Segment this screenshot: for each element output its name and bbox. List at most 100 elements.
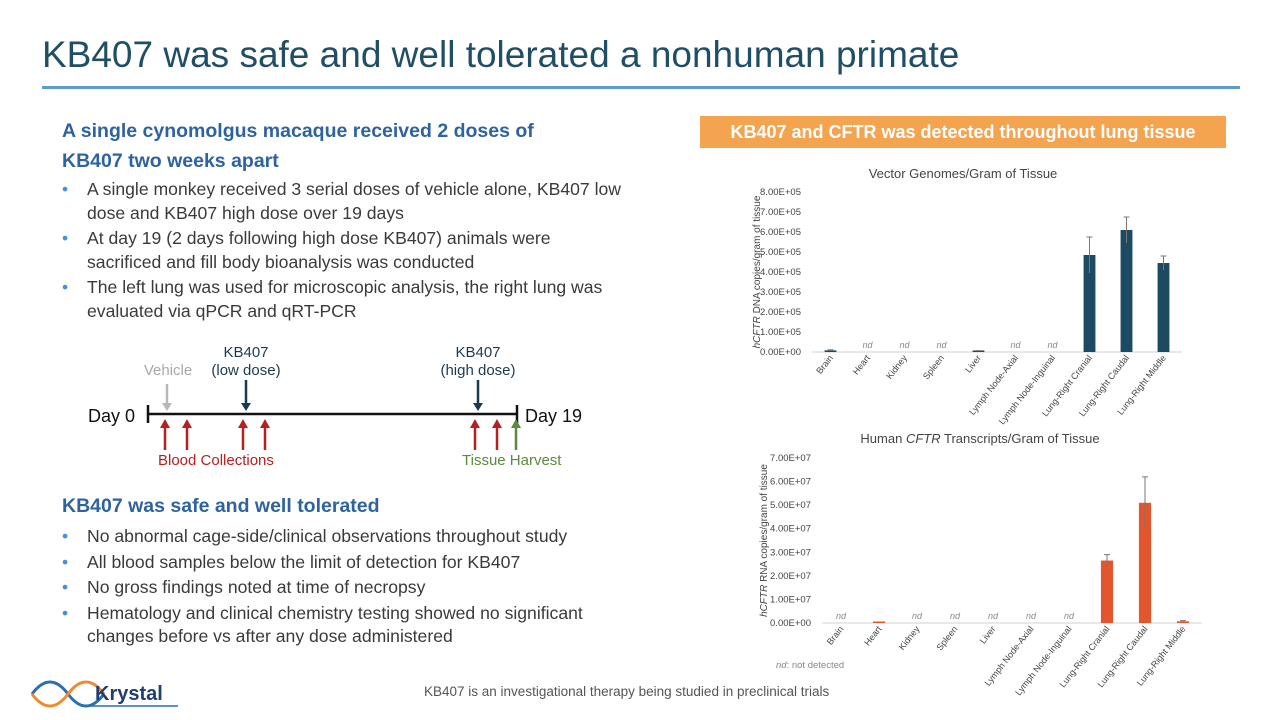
x-tick-label: Lymph Node-Axial <box>967 353 1020 417</box>
blood-collection-arrow-icon <box>160 419 502 450</box>
safety-heading: KB407 was safe and well tolerated <box>62 495 380 517</box>
y-axis-label: hCFTR DNA copies/gram of tissue <box>752 195 763 348</box>
bar <box>1138 502 1152 623</box>
y-tick-label: 4.00E+07 <box>770 524 811 535</box>
tissue-harvest-label: Tissue Harvest <box>462 452 562 469</box>
section-heading-line2: KB407 two weeks apart <box>62 150 279 172</box>
y-tick-label: 6.00E+05 <box>760 227 801 238</box>
bar <box>872 621 886 623</box>
bar <box>1100 560 1114 623</box>
title-divider <box>42 86 1240 89</box>
bullet-item: • No abnormal cage-side/clinical observat… <box>62 525 642 549</box>
y-tick-label: 6.00E+07 <box>770 477 811 488</box>
y-tick-label: 5.00E+07 <box>770 500 811 511</box>
nd-label: nd <box>899 340 910 350</box>
nd-label: nd <box>1064 611 1075 621</box>
x-tick-label: Lung-Right Middle <box>1135 624 1188 688</box>
x-tick-label: Heart <box>851 353 873 377</box>
bullet-icon: • <box>62 179 69 199</box>
bar <box>972 350 985 352</box>
y-tick-label: 4.00E+05 <box>760 267 801 278</box>
nd-label: nd <box>950 611 961 621</box>
x-tick-label: Kidney <box>884 353 909 381</box>
bullet-icon: • <box>62 602 69 623</box>
bullet-icon: • <box>62 277 69 297</box>
y-tick-label: 7.00E+07 <box>770 453 811 464</box>
y-tick-label: 5.00E+05 <box>760 247 801 258</box>
y-tick-label: 2.00E+07 <box>770 571 811 582</box>
day19-label: Day 19 <box>525 406 583 426</box>
lung-detection-banner: KB407 and CFTR was detected throughout l… <box>700 116 1226 148</box>
x-tick-label: Lung-Right Caudal <box>1077 353 1131 418</box>
nd-label: nd <box>836 611 847 621</box>
tissue-harvest-arrow-icon <box>511 419 521 450</box>
page-title: KB407 was safe and well tolerated a nonh… <box>42 34 960 75</box>
x-tick-label: Lung-Right Cranial <box>1040 353 1094 418</box>
chart-title: Human CFTR Transcripts/Gram of Tissue <box>860 431 1099 446</box>
bullet-icon: • <box>62 577 69 597</box>
section-safety: KB407 was safe and well tolerated • No ab… <box>62 491 642 651</box>
dosing-bullet-list: • A single monkey received 3 serial doses… <box>62 178 622 323</box>
y-tick-label: 3.00E+07 <box>770 547 811 558</box>
chart-2: Human CFTR Transcripts/Gram of Tissue hCF… <box>759 431 1202 697</box>
x-tick-label: Lymph Node-Inguinal <box>997 353 1057 426</box>
y-tick-label: 8.00E+05 <box>760 187 801 198</box>
y-tick-label: 0.00E+00 <box>760 347 801 358</box>
low-dose-arrow-icon <box>241 380 251 411</box>
bar <box>1176 621 1190 623</box>
safety-bullet-list: • No abnormal cage-side/clinical observat… <box>62 525 642 649</box>
x-tick-label: Spleen <box>921 353 946 381</box>
bar <box>1157 263 1170 352</box>
x-tick-label: Brain <box>825 624 846 647</box>
bullet-icon: • <box>62 551 69 572</box>
bullet-item: • No gross findings noted at time of necr… <box>62 576 642 600</box>
x-tick-label: Lung-Right Middle <box>1115 353 1168 417</box>
bullet-item: • A single monkey received 3 serial doses… <box>62 179 621 223</box>
nd-label: nd <box>936 340 947 350</box>
chart-1: Vector Genomes/Gram of Tissue hCFTR DNA c… <box>752 166 1182 426</box>
x-tick-label: Lung-Right Caudal <box>1095 624 1149 689</box>
x-tick-label: Lung-Right Cranial <box>1057 624 1111 689</box>
bullet-item: • At day 19 (2 days following high dose K… <box>62 228 551 272</box>
high-dose-arrow-icon <box>473 380 483 411</box>
y-tick-label: 7.00E+05 <box>760 207 801 218</box>
day0-label: Day 0 <box>88 406 136 426</box>
krystal-logo-icon <box>30 680 178 708</box>
x-tick-label: Heart <box>862 624 884 648</box>
y-axis-label: hCFTR RNA copies/gram of tissue <box>759 464 770 617</box>
bar <box>824 350 837 352</box>
bar <box>1120 230 1133 352</box>
nd-label: nd <box>1047 340 1058 350</box>
bar <box>1083 255 1096 352</box>
x-tick-label: Lymph Node-Axial <box>983 624 1036 688</box>
y-tick-label: 1.00E+05 <box>760 327 801 338</box>
y-tick-label: 0.00E+00 <box>770 618 811 629</box>
nd-label: nd <box>912 611 923 621</box>
x-tick-label: Spleen <box>934 624 959 652</box>
low-dose-label-line2: (low dose) <box>211 362 281 379</box>
nd-label: nd <box>1010 340 1021 350</box>
high-dose-label-line2: (high dose) <box>440 362 516 379</box>
y-tick-label: 3.00E+05 <box>760 287 801 298</box>
section-heading-line1: A single cynomolgus macaque received 2 d… <box>62 120 534 142</box>
blood-collections-label: Blood Collections <box>158 452 274 469</box>
y-tick-label: 2.00E+05 <box>760 307 801 318</box>
x-tick-label: Lymph Node-Inguinal <box>1013 624 1073 697</box>
x-tick-label: Kidney <box>897 624 922 652</box>
x-tick-label: Brain <box>814 353 835 376</box>
low-dose-label-line1: KB407 <box>223 344 269 361</box>
disclaimer-footer: KB407 is an investigational therapy bein… <box>424 684 830 699</box>
y-tick-label: 1.00E+07 <box>770 594 811 605</box>
vehicle-arrow-icon <box>162 384 172 411</box>
bullet-item: • All blood samples below the limit of de… <box>62 551 642 575</box>
bullet-icon: • <box>62 526 69 546</box>
vehicle-label: Vehicle <box>143 362 193 379</box>
chart-title: Vector Genomes/Gram of Tissue <box>869 166 1058 181</box>
section-dosing: A single cynomolgus macaque received 2 d… <box>62 116 622 325</box>
bullet-item: • Hematology and clinical chemistry testi… <box>62 602 583 647</box>
high-dose-label-line1: KB407 <box>455 344 501 361</box>
bullet-icon: • <box>62 228 69 248</box>
nd-label: nd <box>1026 611 1037 621</box>
logo-text: Krystal <box>95 683 163 705</box>
bullet-item: • The left lung was used for microscopic … <box>62 277 603 321</box>
